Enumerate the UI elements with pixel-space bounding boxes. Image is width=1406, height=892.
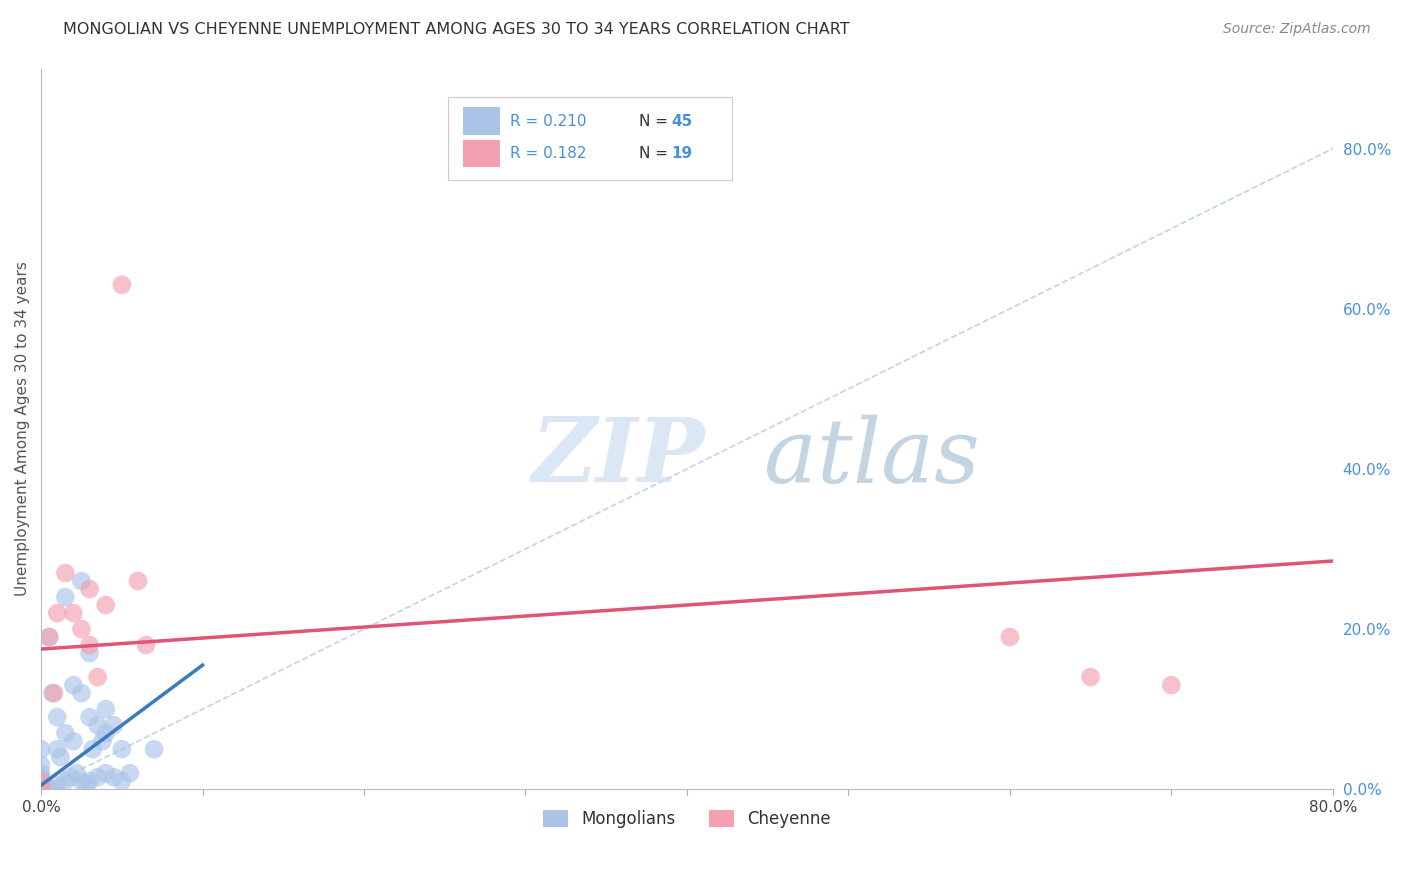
Text: 45: 45 [672,113,693,128]
Point [38,630,60,644]
Point [103,770,125,784]
FancyBboxPatch shape [449,97,733,180]
Point [94,766,117,780]
Point [62,734,84,748]
Point [998,630,1021,644]
Point [46,742,69,756]
Point [30,782,52,797]
Point [38,782,60,797]
Point [94,598,117,612]
Point [38,630,60,644]
Point [30,758,52,772]
Text: N =: N = [640,113,673,128]
Point [135,638,157,652]
Point [49,750,72,764]
Text: R = 0.210: R = 0.210 [510,113,586,128]
Point [1160,678,1182,692]
Point [79,582,101,596]
Point [111,742,134,756]
Point [53,726,76,740]
Point [79,638,101,652]
Point [30,782,52,797]
Point [86,718,108,732]
Point [30,742,52,756]
Point [79,774,101,789]
Point [91,734,114,748]
Point [86,670,108,684]
Point [70,574,93,588]
Point [30,778,52,792]
Text: 19: 19 [672,146,693,161]
Point [75,778,97,792]
Point [111,277,134,292]
Point [103,718,125,732]
Point [70,774,93,789]
Point [59,770,82,784]
Text: MONGOLIAN VS CHEYENNE UNEMPLOYMENT AMONG AGES 30 TO 34 YEARS CORRELATION CHART: MONGOLIAN VS CHEYENNE UNEMPLOYMENT AMONG… [63,22,849,37]
Point [46,778,69,792]
Point [1080,670,1102,684]
Point [30,770,52,784]
Point [79,646,101,660]
Point [30,782,52,797]
Point [86,770,108,784]
Point [42,782,65,797]
Point [41,686,63,700]
Point [30,774,52,789]
Text: atlas: atlas [765,414,980,501]
Point [82,742,104,756]
Point [30,766,52,780]
Point [30,774,52,789]
Y-axis label: Unemployment Among Ages 30 to 34 years: Unemployment Among Ages 30 to 34 years [15,261,30,597]
Text: R = 0.182: R = 0.182 [510,146,586,161]
Point [111,774,134,789]
Point [70,686,93,700]
Point [46,710,69,724]
Point [53,774,76,789]
Text: ZIP: ZIP [531,415,706,501]
Point [42,686,65,700]
Point [143,742,166,756]
Point [94,702,117,716]
Point [30,782,52,797]
Point [66,766,89,780]
Point [30,774,52,789]
Point [79,710,101,724]
Point [53,590,76,604]
Point [94,726,117,740]
Point [30,778,52,792]
Legend: Mongolians, Cheyenne: Mongolians, Cheyenne [536,804,838,835]
FancyBboxPatch shape [464,107,499,135]
FancyBboxPatch shape [464,140,499,168]
Point [70,622,93,636]
Text: Source: ZipAtlas.com: Source: ZipAtlas.com [1223,22,1371,37]
Point [46,606,69,620]
Point [62,678,84,692]
Point [53,566,76,580]
Point [118,766,141,780]
Point [127,574,149,588]
Point [62,606,84,620]
Text: N =: N = [640,146,673,161]
